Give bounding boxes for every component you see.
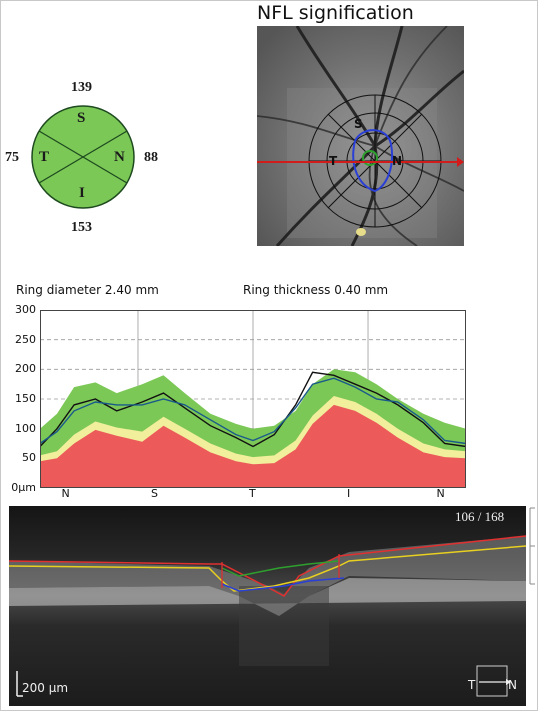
x-tick-label: I — [346, 487, 351, 500]
x-tick-label: T — [249, 487, 256, 500]
fundus-label-s: S — [354, 117, 363, 131]
y-tick-label: 50 — [22, 451, 36, 465]
fundus-label-n: N — [392, 154, 403, 168]
fundus-image — [257, 26, 464, 246]
orientation-left-label: T — [468, 678, 476, 692]
y-tick-label: 100 — [15, 421, 36, 435]
orientation-right-label: N — [508, 678, 517, 692]
y-tick-label: 200 — [15, 362, 36, 376]
ring-diameter-label: Ring diameter 2.40 mm — [16, 283, 159, 297]
x-tick-label: N — [61, 487, 70, 500]
sector-label-s: S — [77, 110, 86, 126]
fundus-label-t: T — [329, 154, 338, 168]
ring-thickness-label: Ring thickness 0.40 mm — [243, 283, 389, 297]
nasal-value: 88 — [144, 150, 158, 165]
side-scale-ticks — [529, 507, 535, 585]
thickness-chart-plot — [40, 310, 466, 488]
sector-label-t: T — [39, 149, 50, 165]
thickness-series-line-2 — [40, 377, 466, 445]
fundus-title: NFL signification — [257, 2, 414, 24]
y-tick-label: 0μm — [11, 481, 36, 494]
x-tick-label: N — [436, 487, 445, 500]
chart-frame — [40, 310, 466, 488]
y-tick-label: 300 — [15, 303, 36, 316]
inferior-value: 153 — [71, 220, 92, 235]
abnormal-band — [40, 404, 466, 488]
sector-circle — [31, 105, 135, 209]
superior-value: 139 — [71, 80, 92, 95]
temporal-value: 75 — [5, 150, 19, 165]
sector-label-n: N — [114, 149, 125, 165]
frame-counter: 106 / 168 — [455, 509, 505, 524]
sector-label-i: I — [79, 185, 85, 201]
scale-bar-label: 200 μm — [22, 681, 69, 695]
y-tick-label: 150 — [15, 392, 36, 405]
x-tick-label: S — [151, 487, 158, 500]
bscan-image — [9, 506, 526, 706]
y-tick-label: 250 — [15, 332, 36, 346]
